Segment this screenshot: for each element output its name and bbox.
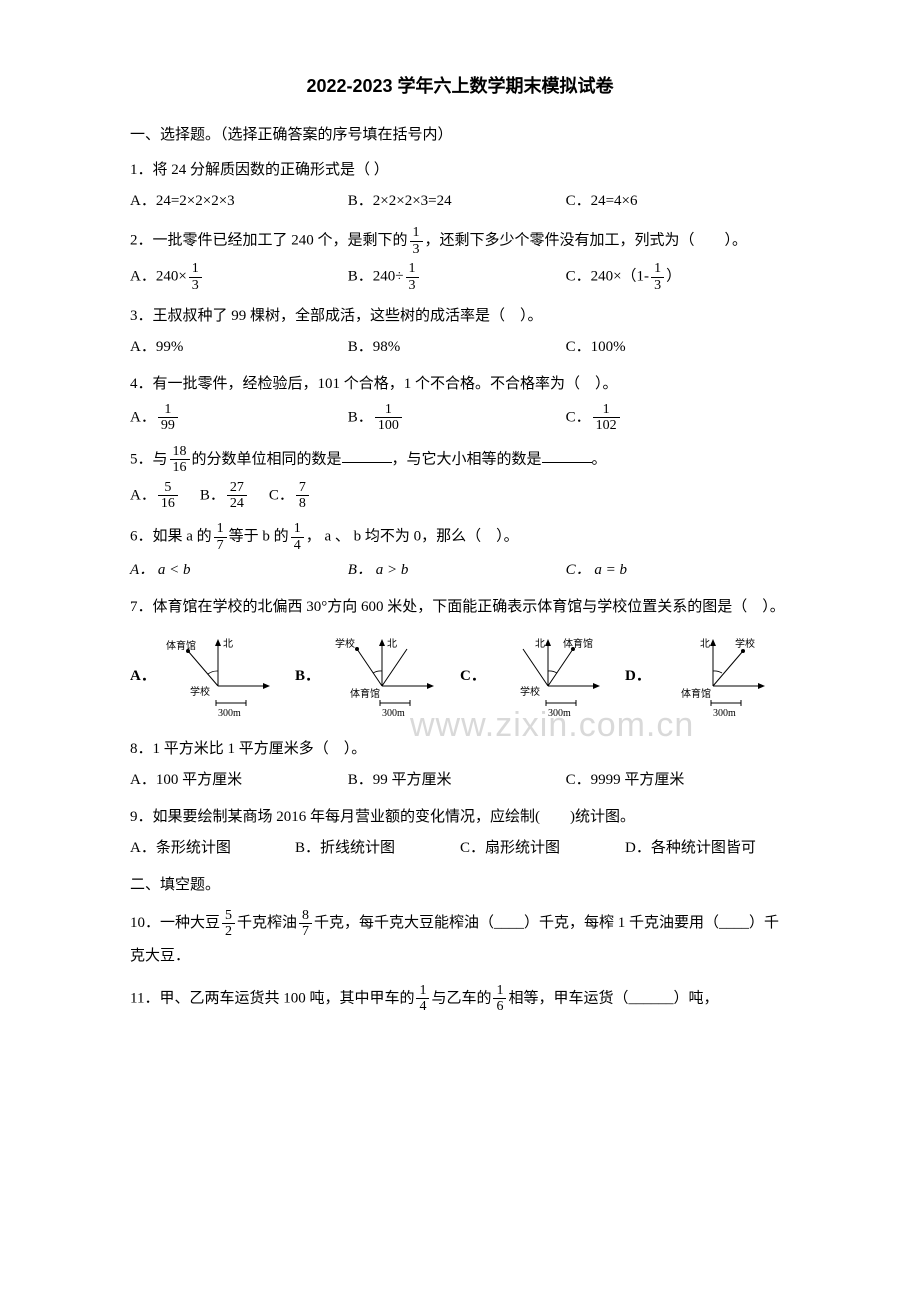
q7-svgD: 北 学校 体育馆 300m [653,631,773,721]
svg-text:学校: 学校 [735,637,755,650]
question-3: 3．王叔叔种了 99 棵树，全部成活，这些树的成活率是（ ）。 A．99% B．… [130,303,790,361]
q2-optA: A．240×13 [130,261,348,293]
question-9: 9．如果要绘制某商场 2016 年每月营业额的变化情况，应绘制( )统计图。 A… [130,804,790,862]
svg-text:学校: 学校 [190,685,210,698]
svg-text:北: 北 [700,638,710,650]
q7-text: 7．体育馆在学校的北偏西 30°方向 600 米处，下面能正确表示体育馆与学校位… [130,594,790,621]
q9-text: 9．如果要绘制某商场 2016 年每月营业额的变化情况，应绘制( )统计图。 [130,804,790,831]
q3-optA: A．99% [130,334,348,361]
svg-text:北: 北 [535,638,545,650]
q8-text: 8．1 平方米比 1 平方厘米多（ ）。 [130,736,790,763]
q8-optB: B．99 平方厘米 [348,767,566,794]
q8-optA: A．100 平方厘米 [130,767,348,794]
q4-optC: C．1102 [566,402,784,434]
q9-optC: C．扇形统计图 [460,835,625,862]
q3-optB: B．98% [348,334,566,361]
svg-text:300m: 300m [218,708,241,719]
svg-text:体育馆: 体育馆 [350,687,380,700]
q9-optB: B．折线统计图 [295,835,460,862]
q7-svgB: 学校 北 体育馆 300m [322,631,442,721]
q3-text: 3．王叔叔种了 99 棵树，全部成活，这些树的成活率是（ ）。 [130,303,790,330]
q2-pre: 2．一批零件已经加工了 240 个，是剩下的 [130,233,408,249]
q5-blank1 [342,448,392,463]
q8-optC: C．9999 平方厘米 [566,767,784,794]
section2-heading: 二、填空题。 [130,872,790,899]
q7-svgA: 体育馆 北 学校 300m [158,631,278,721]
q4-optA: A．199 [130,402,348,434]
q5-optA: A．516 [130,480,180,512]
question-1: 1．将 24 分解质因数的正确形式是（ ） A．24=2×2×2×3 B．2×2… [130,157,790,215]
question-4: 4．有一批零件，经检验后，101 个合格，1 个不合格。不合格率为（ ）。 A．… [130,371,790,434]
q2-text: 2．一批零件已经加工了 240 个，是剩下的13，还剩下多少个零件没有加工，列式… [130,225,790,257]
q5-optB: B．2724 [200,480,249,512]
svg-text:北: 北 [387,638,397,650]
svg-text:体育馆: 体育馆 [166,639,196,652]
q2-optB: B．240÷13 [348,261,566,293]
q7-diagA: A． 体育馆 北 学校 300m [130,631,295,721]
q10-text: 10．一种大豆52千克榨油87千克，每千克大豆能榨油（____）千克，每榨 1 … [130,907,790,973]
q1-optB: B．2×2×2×3=24 [348,188,566,215]
q5-optC: C．78 [269,480,311,512]
q3-optC: C．100% [566,334,784,361]
question-2: 2．一批零件已经加工了 240 个，是剩下的13，还剩下多少个零件没有加工，列式… [130,225,790,293]
q2-frac1: 13 [410,225,423,257]
q9-optA: A．条形统计图 [130,835,295,862]
svg-text:300m: 300m [548,708,571,719]
question-10: 10．一种大豆52千克榨油87千克，每千克大豆能榨油（____）千克，每榨 1 … [130,907,790,973]
svg-text:300m: 300m [713,708,736,719]
q2-post: ，还剩下多少个零件没有加工，列式为（ ）。 [425,233,748,249]
page-title: 2022-2023 学年六上数学期末模拟试卷 [130,70,790,102]
question-7: 7．体育馆在学校的北偏西 30°方向 600 米处，下面能正确表示体育馆与学校位… [130,594,790,721]
question-11: 11．甲、乙两车运货共 100 吨，其中甲车的14与乙车的16相等，甲车运货（_… [130,983,790,1015]
svg-text:北: 北 [223,638,233,650]
q4-optB: B．1100 [348,402,566,434]
svg-text:体育馆: 体育馆 [563,637,593,650]
svg-text:学校: 学校 [520,685,540,698]
svg-text:学校: 学校 [335,637,355,650]
q9-optD: D．各种统计图皆可 [625,835,790,862]
q7-diagD: D． 北 学校 体育馆 300m [625,631,790,721]
q4-text: 4．有一批零件，经检验后，101 个合格，1 个不合格。不合格率为（ ）。 [130,371,790,398]
q7-diagB: B． 学校 北 体育馆 300m [295,631,460,721]
q7-diagrams: A． 体育馆 北 学校 300m B． [130,631,790,721]
q6-optA: A． a < b [130,557,348,584]
q6-text: 6．如果 a 的17等于 b 的14， a 、 b 均不为 0，那么（ ）。 [130,521,790,553]
question-8: 8．1 平方米比 1 平方厘米多（ ）。 A．100 平方厘米 B．99 平方厘… [130,736,790,794]
section1-heading: 一、选择题。（选择正确答案的序号填在括号内） [130,122,790,149]
q6-optC: C． a = b [566,557,784,584]
q1-optA: A．24=2×2×2×3 [130,188,348,215]
q1-optC: C．24=4×6 [566,188,784,215]
question-6: 6．如果 a 的17等于 b 的14， a 、 b 均不为 0，那么（ ）。 A… [130,521,790,584]
q11-text: 11．甲、乙两车运货共 100 吨，其中甲车的14与乙车的16相等，甲车运货（_… [130,983,790,1015]
svg-text:体育馆: 体育馆 [681,687,711,700]
q5-blank2 [542,448,592,463]
q7-diagC: C． 北 体育馆 学校 300m [460,631,625,721]
q1-text: 1．将 24 分解质因数的正确形式是（ ） [130,157,790,184]
q5-text: 5．与1816的分数单位相同的数是，与它大小相等的数是。 [130,444,790,476]
q7-svgC: 北 体育馆 学校 300m [488,631,608,721]
q6-optB: B． a > b [348,557,566,584]
svg-text:300m: 300m [382,708,405,719]
question-5: 5．与1816的分数单位相同的数是，与它大小相等的数是。 A．516 B．272… [130,444,790,512]
q2-optC: C．240×（1-13） [566,261,784,293]
